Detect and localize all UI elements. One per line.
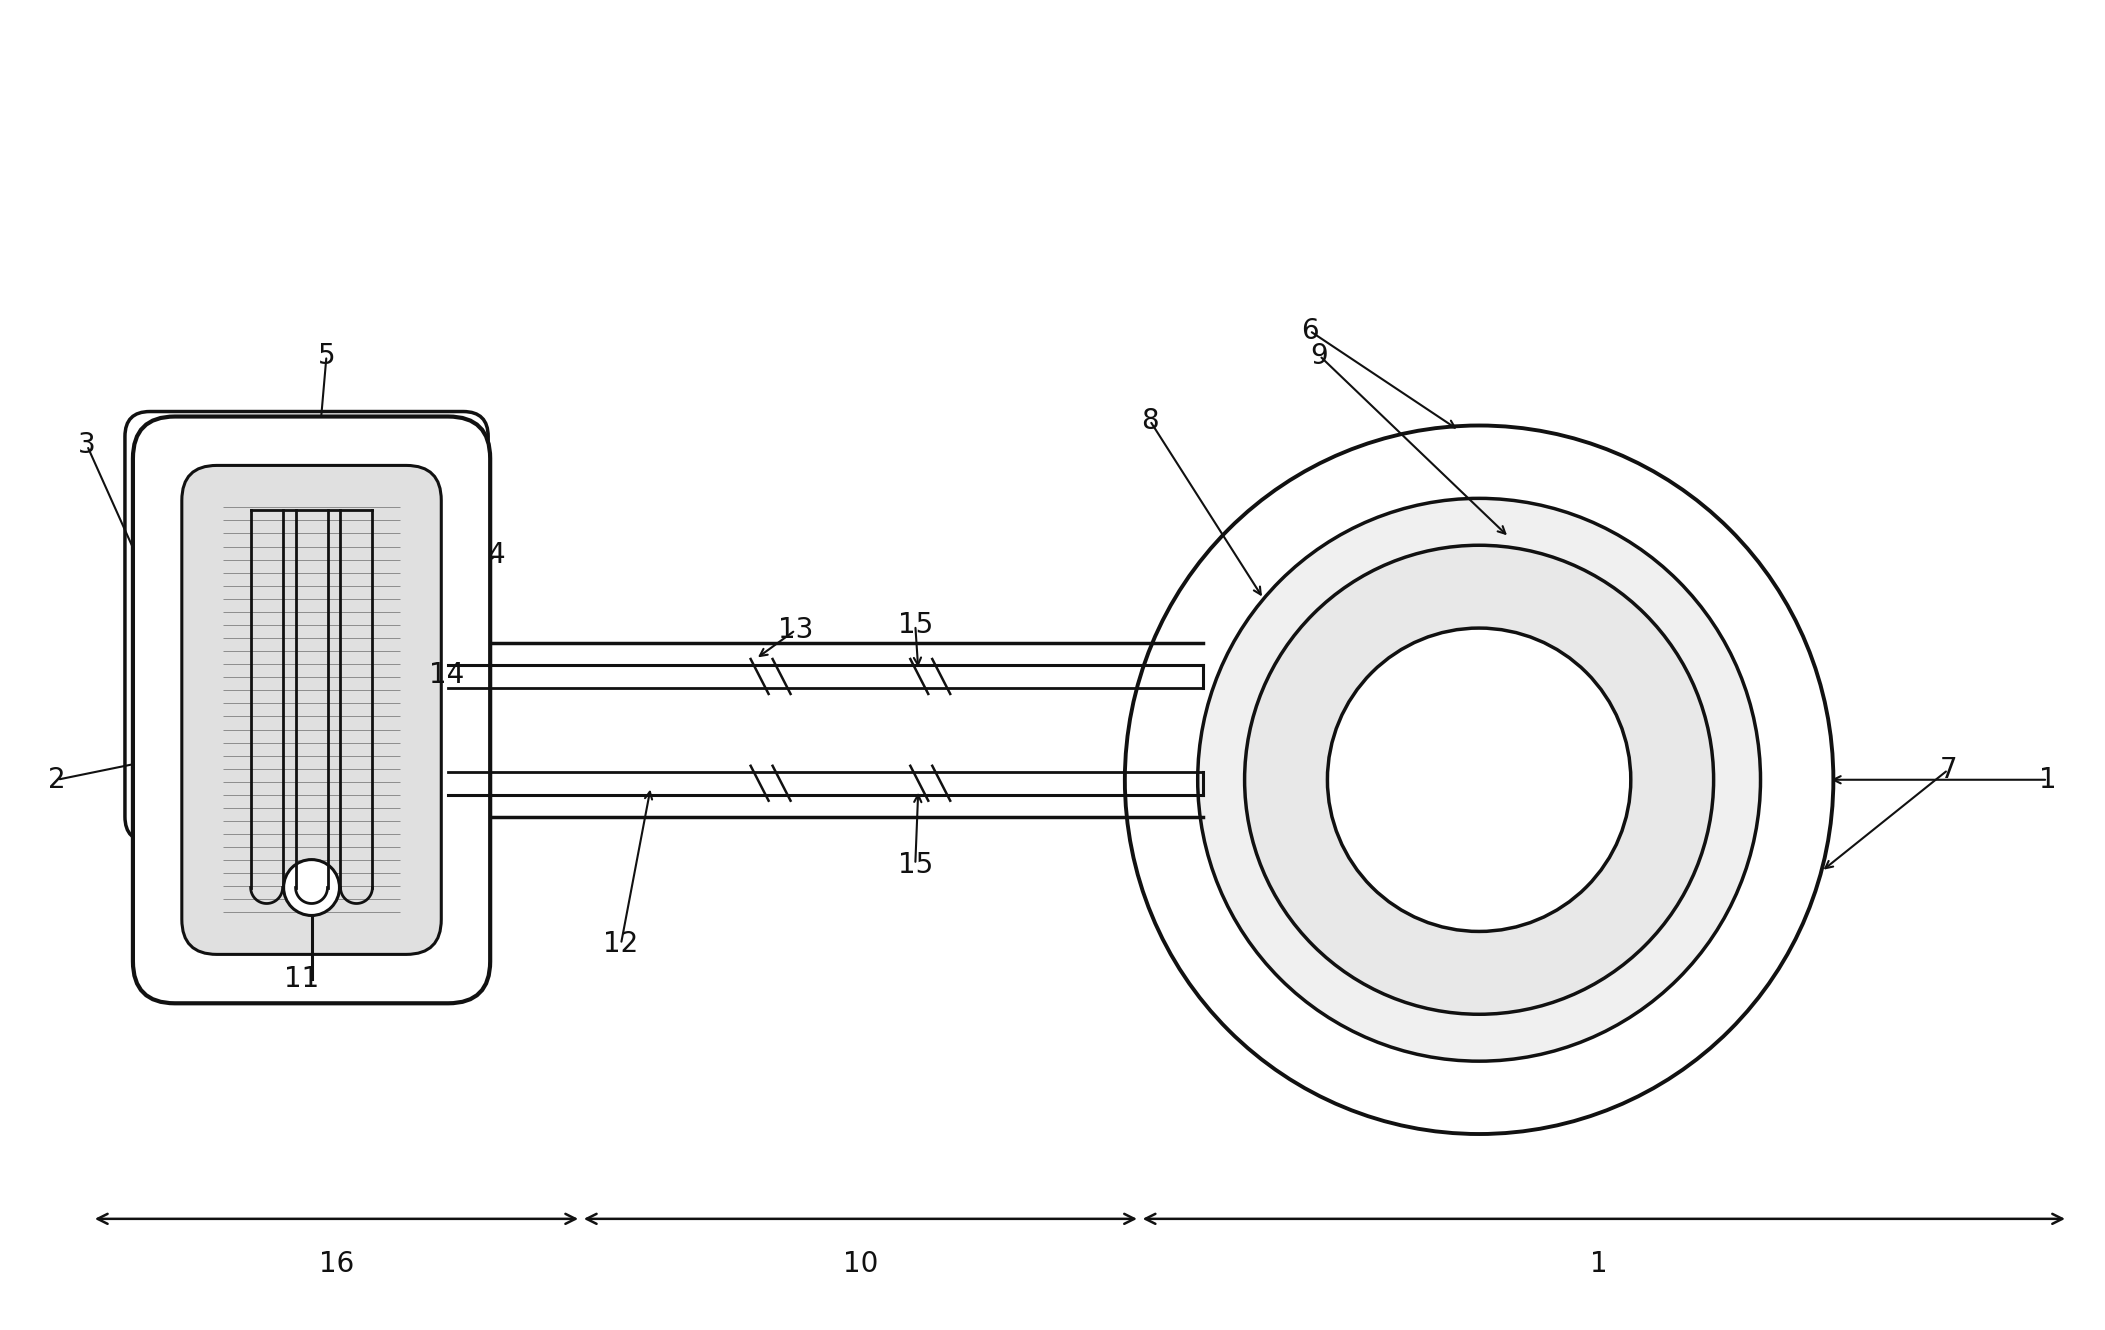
Text: 4: 4 [488,541,505,569]
Text: 11: 11 [284,966,320,994]
Wedge shape [1198,499,1760,1061]
Text: 5: 5 [318,342,335,370]
Wedge shape [1244,545,1713,1015]
FancyBboxPatch shape [133,416,490,1003]
Text: 16: 16 [318,1250,354,1278]
Text: 1: 1 [1589,1250,1608,1278]
Text: 2: 2 [48,766,65,794]
Text: 13: 13 [779,616,813,644]
Text: 12: 12 [604,931,638,959]
Text: 14: 14 [429,661,463,689]
FancyBboxPatch shape [124,411,488,842]
Text: 1: 1 [2040,766,2057,794]
Wedge shape [1124,426,1833,1134]
Text: 9: 9 [1311,342,1328,370]
Circle shape [1328,628,1631,931]
FancyBboxPatch shape [181,465,442,955]
Text: 6: 6 [1301,317,1318,344]
Circle shape [284,859,339,915]
Text: 3: 3 [78,431,97,459]
Text: 8: 8 [1141,407,1158,435]
Text: 10: 10 [842,1250,878,1278]
Text: 15: 15 [897,851,933,879]
Text: 7: 7 [1939,755,1958,783]
Text: 15: 15 [897,610,933,640]
